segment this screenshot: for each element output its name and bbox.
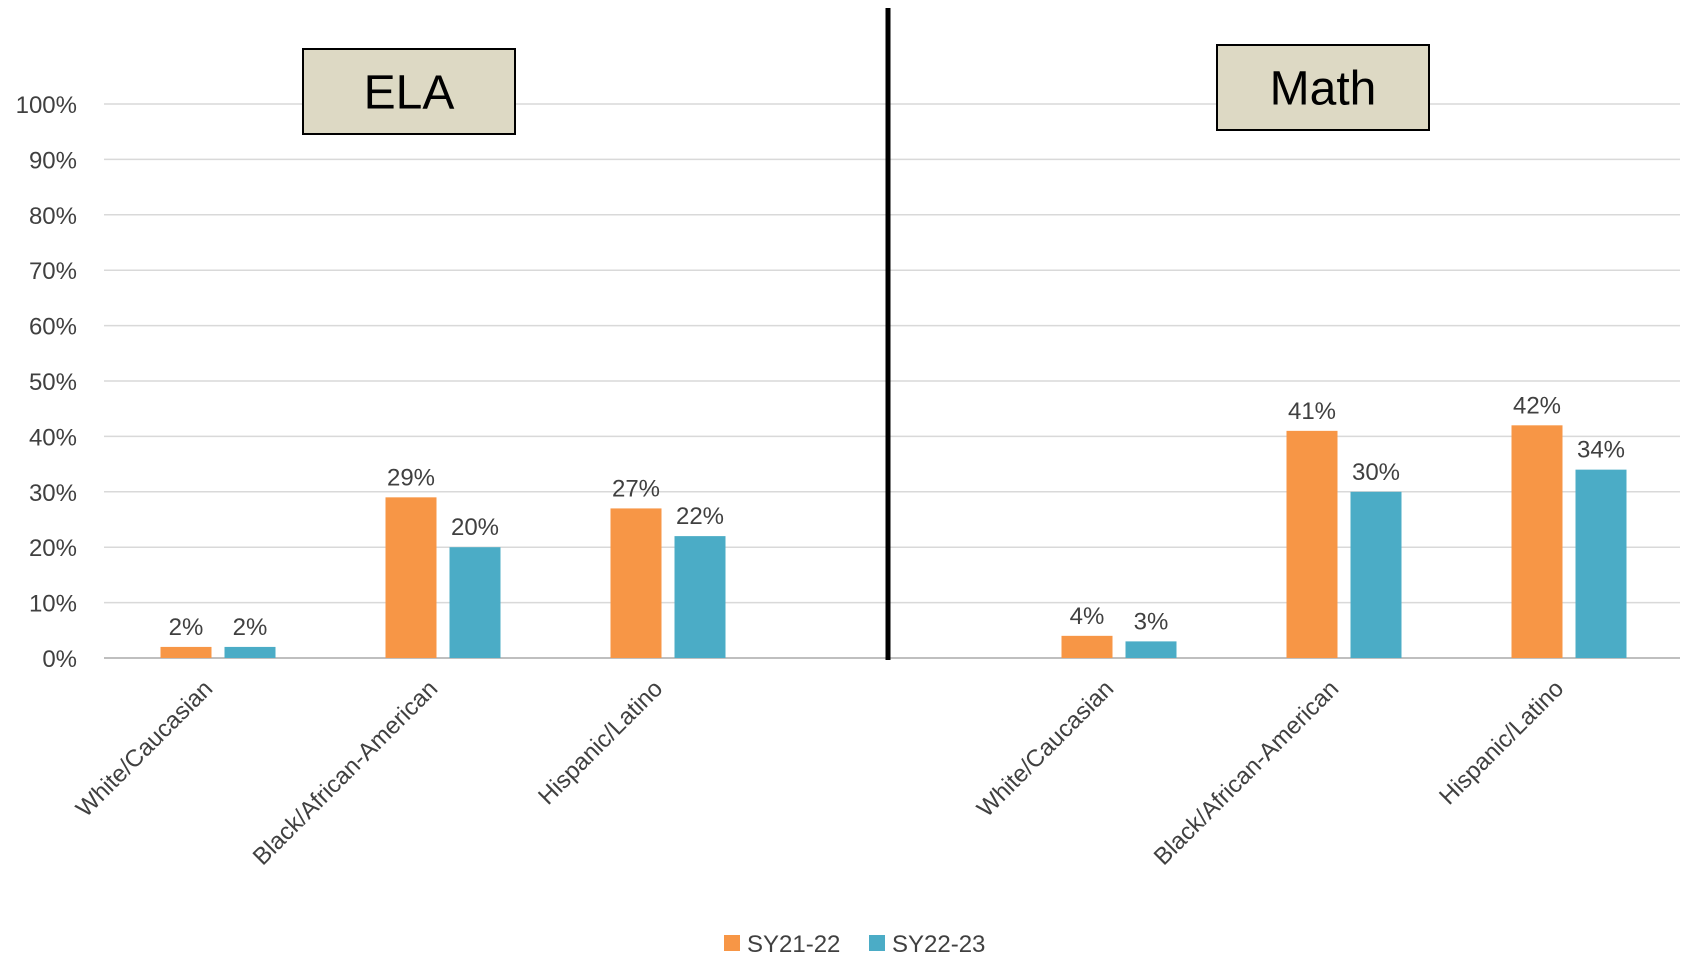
category-label: Black/African-American [1149, 675, 1344, 870]
bar-sy22-23 [1125, 641, 1177, 658]
bar-sy21-22 [610, 508, 662, 658]
y-tick-label: 40% [29, 424, 77, 451]
legend-swatch [869, 935, 885, 951]
panel-title: ELA [364, 67, 455, 120]
data-label: 22% [676, 503, 724, 530]
data-label: 41% [1288, 398, 1336, 425]
y-tick-label: 50% [29, 369, 77, 396]
bar-sy22-23 [674, 536, 726, 658]
legend-swatch [724, 935, 740, 951]
bar-sy22-23 [1350, 491, 1402, 658]
y-tick-label: 20% [29, 535, 77, 562]
bar-sy21-22 [1286, 430, 1338, 658]
category-label: Hispanic/Latino [533, 675, 668, 810]
bar-sy21-22 [1511, 425, 1563, 658]
panel-title: Math [1270, 63, 1377, 116]
bar-sy22-23 [1575, 469, 1627, 658]
data-label: 27% [612, 475, 660, 502]
category-label: Black/African-American [248, 675, 443, 870]
bar-sy21-22 [1061, 635, 1113, 658]
category-label: Hispanic/Latino [1434, 675, 1569, 810]
panel-title-box [1216, 44, 1430, 131]
y-tick-label: 70% [29, 258, 77, 285]
y-tick-label: 90% [29, 147, 77, 174]
y-tick-label: 60% [29, 314, 77, 341]
legend-label: SY22-23 [892, 931, 985, 954]
bar-sy22-23 [224, 646, 276, 658]
data-label: 3% [1134, 608, 1169, 635]
y-tick-label: 30% [29, 480, 77, 507]
data-label: 2% [169, 614, 204, 641]
data-label: 42% [1513, 392, 1561, 419]
y-tick-label: 0% [42, 646, 77, 673]
y-tick-label: 80% [29, 203, 77, 230]
data-label: 2% [233, 614, 268, 641]
y-tick-label: 10% [29, 591, 77, 618]
panel-title-box [302, 48, 516, 135]
bar-sy21-22 [160, 646, 212, 658]
data-label: 29% [387, 464, 435, 491]
bar-sy21-22 [385, 497, 437, 658]
data-label: 30% [1352, 459, 1400, 486]
data-label: 20% [451, 514, 499, 541]
category-label: White/Caucasian [71, 675, 218, 822]
legend-label: SY21-22 [747, 931, 840, 954]
category-label: White/Caucasian [972, 675, 1119, 822]
bar-sy22-23 [449, 547, 501, 658]
data-label: 34% [1577, 437, 1625, 464]
y-tick-label: 100% [16, 92, 77, 119]
data-label: 4% [1070, 603, 1105, 630]
